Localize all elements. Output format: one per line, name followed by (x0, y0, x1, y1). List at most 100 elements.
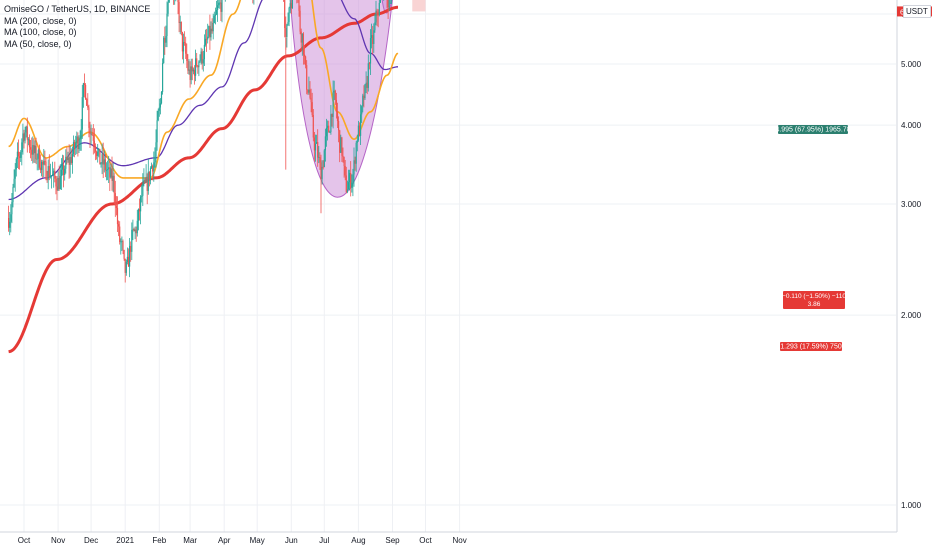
candle-body[interactable] (148, 171, 150, 180)
candle-body[interactable] (24, 132, 26, 141)
candle-body[interactable] (209, 26, 211, 38)
candle-body[interactable] (290, 3, 292, 9)
candle-body[interactable] (155, 142, 157, 157)
candle-body[interactable] (152, 165, 154, 172)
candle-body[interactable] (313, 137, 315, 151)
candle-body[interactable] (291, 0, 293, 9)
candle-body[interactable] (302, 33, 304, 55)
candle-body[interactable] (365, 82, 367, 85)
candle-body[interactable] (354, 160, 356, 164)
candle-body[interactable] (63, 165, 65, 176)
candle-body[interactable] (121, 241, 123, 242)
candle-body[interactable] (52, 174, 54, 176)
candle-body[interactable] (77, 136, 79, 150)
candle-body[interactable] (327, 125, 329, 128)
candle-body[interactable] (180, 21, 182, 33)
candle-body[interactable] (98, 148, 100, 152)
candle-body[interactable] (324, 136, 326, 151)
candle-body[interactable] (116, 207, 119, 225)
candle-body[interactable] (31, 149, 33, 155)
candle-body[interactable] (145, 176, 147, 183)
candle-body[interactable] (59, 176, 61, 190)
candle-body[interactable] (153, 162, 155, 172)
candle-body[interactable] (189, 69, 191, 80)
candle-body[interactable] (369, 38, 372, 64)
candle-body[interactable] (298, 0, 300, 11)
candle-body[interactable] (67, 157, 69, 161)
candle-body[interactable] (202, 59, 204, 64)
candle-body[interactable] (83, 83, 86, 85)
candle-body[interactable] (316, 142, 318, 144)
candle-body[interactable] (61, 165, 64, 170)
candle-body[interactable] (159, 103, 161, 108)
candle-body[interactable] (97, 151, 99, 156)
candle-body[interactable] (89, 127, 91, 135)
candle-body[interactable] (69, 157, 71, 165)
candle-body[interactable] (109, 167, 111, 178)
candle-body[interactable] (364, 84, 366, 99)
candle-body[interactable] (99, 148, 101, 165)
candle-body[interactable] (162, 63, 164, 92)
candle-body[interactable] (367, 63, 369, 88)
candle-body[interactable] (101, 154, 103, 164)
candle-body[interactable] (341, 137, 343, 156)
candle-body[interactable] (339, 130, 341, 153)
candle-body[interactable] (141, 195, 143, 197)
candle-body[interactable] (12, 187, 14, 203)
candle-body[interactable] (13, 178, 15, 188)
candle-body[interactable] (20, 152, 22, 158)
candle-body[interactable] (124, 258, 126, 273)
candle-body[interactable] (220, 2, 222, 12)
candle-body[interactable] (198, 61, 200, 68)
candle-body[interactable] (212, 22, 214, 32)
candle-body[interactable] (177, 0, 179, 3)
price-axis[interactable] (897, 0, 932, 550)
candle-body[interactable] (44, 160, 46, 162)
candle-body[interactable] (38, 150, 40, 168)
candle-body[interactable] (111, 168, 113, 181)
candle-body[interactable] (167, 2, 169, 14)
candle-body[interactable] (85, 84, 87, 99)
candle-body[interactable] (57, 177, 59, 191)
candle-body[interactable] (328, 125, 330, 133)
candle-body[interactable] (8, 218, 10, 228)
candle-body[interactable] (112, 175, 114, 181)
currency-unit-badge[interactable]: USDT (903, 5, 931, 18)
candle-body[interactable] (333, 90, 335, 93)
candle-body[interactable] (330, 114, 332, 132)
candle-body[interactable] (319, 157, 321, 163)
candle-body[interactable] (100, 163, 102, 165)
candle-body[interactable] (185, 42, 187, 54)
candle-body[interactable] (149, 168, 152, 180)
candle-body[interactable] (360, 114, 362, 136)
candle-body[interactable] (91, 133, 93, 135)
candle-body[interactable] (379, 0, 381, 3)
candle-body[interactable] (123, 249, 125, 259)
candle-body[interactable] (321, 166, 323, 180)
candle-body[interactable] (361, 106, 363, 115)
candle-body[interactable] (314, 143, 317, 151)
candle-body[interactable] (36, 158, 38, 160)
candle-body[interactable] (332, 92, 334, 117)
candle-body[interactable] (287, 21, 289, 25)
candle-body[interactable] (21, 142, 23, 153)
candle-body[interactable] (146, 176, 148, 191)
candle-body[interactable] (129, 245, 131, 267)
candle-body[interactable] (45, 161, 47, 180)
candle-body[interactable] (37, 150, 39, 159)
candle-body[interactable] (110, 168, 112, 178)
candle-body[interactable] (309, 89, 311, 98)
candle-body[interactable] (199, 60, 201, 62)
candle-body[interactable] (49, 175, 51, 177)
candle-body[interactable] (204, 38, 207, 45)
candle-body[interactable] (221, 0, 223, 12)
candle-body[interactable] (336, 111, 339, 121)
candle-body[interactable] (362, 95, 364, 107)
candle-body[interactable] (206, 38, 208, 40)
candle-body[interactable] (81, 97, 83, 130)
candle-body[interactable] (186, 53, 188, 61)
candle-body[interactable] (329, 131, 331, 133)
candle-body[interactable] (118, 224, 120, 227)
candle-body[interactable] (191, 66, 193, 72)
candle-body[interactable] (387, 0, 389, 8)
